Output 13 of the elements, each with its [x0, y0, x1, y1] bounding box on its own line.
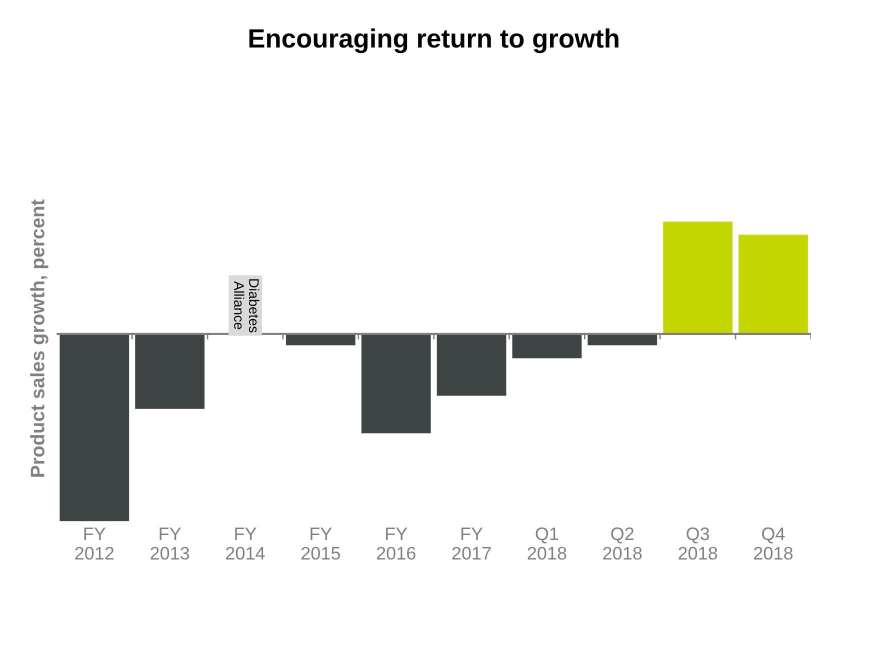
x-tick-label: FY 2016	[376, 528, 416, 560]
x-tick-label: Q1 2018	[528, 527, 566, 560]
x-tick-label: FY 2015	[302, 528, 340, 560]
x-tick-label: Q4 2018	[754, 527, 793, 560]
x-tick-label: FY 2014	[226, 528, 265, 560]
x-tick-label: FY 2012	[75, 528, 114, 560]
y-axis-title: Product sales growth, percent	[30, 199, 48, 477]
x-tick-label: FY 2017	[452, 528, 491, 560]
x-tick-label: Q3 2018	[678, 527, 718, 560]
x-tick-label: FY 2013	[150, 528, 190, 560]
annotation: Diabetes Alliance	[234, 279, 260, 332]
x-tick-label: Q2 2018	[603, 527, 642, 560]
chart-title: Encouraging return to growth	[249, 28, 618, 54]
